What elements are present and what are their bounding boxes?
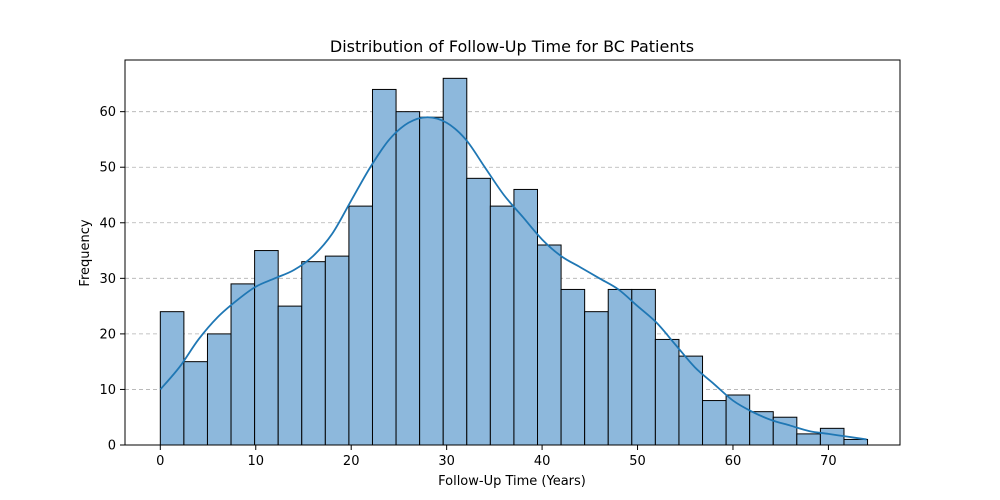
y-tick-label-40: 40 bbox=[99, 216, 116, 231]
kde-curve bbox=[159, 116, 867, 441]
histogram-bar-28 bbox=[819, 427, 845, 446]
chart-title: Distribution of Follow-Up Time for BC Pa… bbox=[330, 37, 694, 56]
histogram-bar-0 bbox=[159, 311, 185, 446]
x-tick-label-70: 70 bbox=[820, 454, 837, 469]
histogram-bar-7 bbox=[324, 255, 350, 446]
histogram-bar-20 bbox=[631, 288, 656, 446]
histogram-bar-17 bbox=[560, 288, 586, 446]
x-axis: 0 10 20 30 40 50 60 70 bbox=[156, 445, 837, 469]
x-tick-label-10: 10 bbox=[247, 454, 264, 469]
y-axis-label: Frequency bbox=[78, 219, 93, 286]
plot-frame bbox=[124, 59, 901, 446]
histogram-bar-8 bbox=[348, 205, 373, 446]
histogram-bar-10 bbox=[395, 111, 421, 446]
x-axis-label: Follow-Up Time (Years) bbox=[438, 474, 586, 489]
y-tick-label-20: 20 bbox=[99, 327, 116, 342]
histogram-bar-15 bbox=[513, 188, 539, 446]
histogram-bar-22 bbox=[678, 355, 704, 446]
histogram-bar-29 bbox=[843, 438, 869, 446]
kde-layer bbox=[159, 116, 867, 441]
histogram-bar-3 bbox=[230, 283, 256, 446]
histogram-bar-12 bbox=[442, 77, 468, 446]
x-tick-label-30: 30 bbox=[438, 454, 455, 469]
y-tick-label-30: 30 bbox=[99, 272, 116, 287]
histogram-bar-19 bbox=[607, 288, 633, 446]
x-tick-label-0: 0 bbox=[156, 454, 164, 469]
x-tick-label-60: 60 bbox=[725, 454, 742, 469]
x-tick-label-40: 40 bbox=[534, 454, 551, 469]
y-tick-label-60: 60 bbox=[99, 105, 116, 120]
histogram-bar-4 bbox=[254, 250, 279, 446]
histogram-bar-6 bbox=[301, 261, 326, 446]
x-tick-label-20: 20 bbox=[343, 454, 360, 469]
y-tick-label-0: 0 bbox=[108, 439, 116, 454]
y-tick-label-10: 10 bbox=[99, 383, 116, 398]
histogram-bar-1 bbox=[183, 361, 208, 446]
histogram-bar-9 bbox=[371, 88, 397, 446]
histogram-bar-13 bbox=[466, 177, 491, 446]
y-axis: 0 10 20 30 40 50 60 bbox=[99, 105, 125, 454]
histogram-bar-27 bbox=[796, 433, 821, 446]
histogram-bar-11 bbox=[419, 116, 444, 446]
histogram-bar-2 bbox=[206, 333, 232, 446]
y-tick-label-50: 50 bbox=[99, 161, 116, 176]
histogram-bar-21 bbox=[654, 338, 680, 446]
x-tick-label-50: 50 bbox=[629, 454, 646, 469]
histogram-bar-23 bbox=[702, 400, 727, 446]
bars-layer bbox=[159, 77, 869, 446]
histogram-bar-14 bbox=[489, 205, 515, 446]
histogram-bar-24 bbox=[725, 394, 751, 446]
histogram-bar-5 bbox=[277, 305, 303, 446]
histogram-bar-18 bbox=[584, 311, 609, 446]
histogram-bar-16 bbox=[537, 244, 562, 446]
